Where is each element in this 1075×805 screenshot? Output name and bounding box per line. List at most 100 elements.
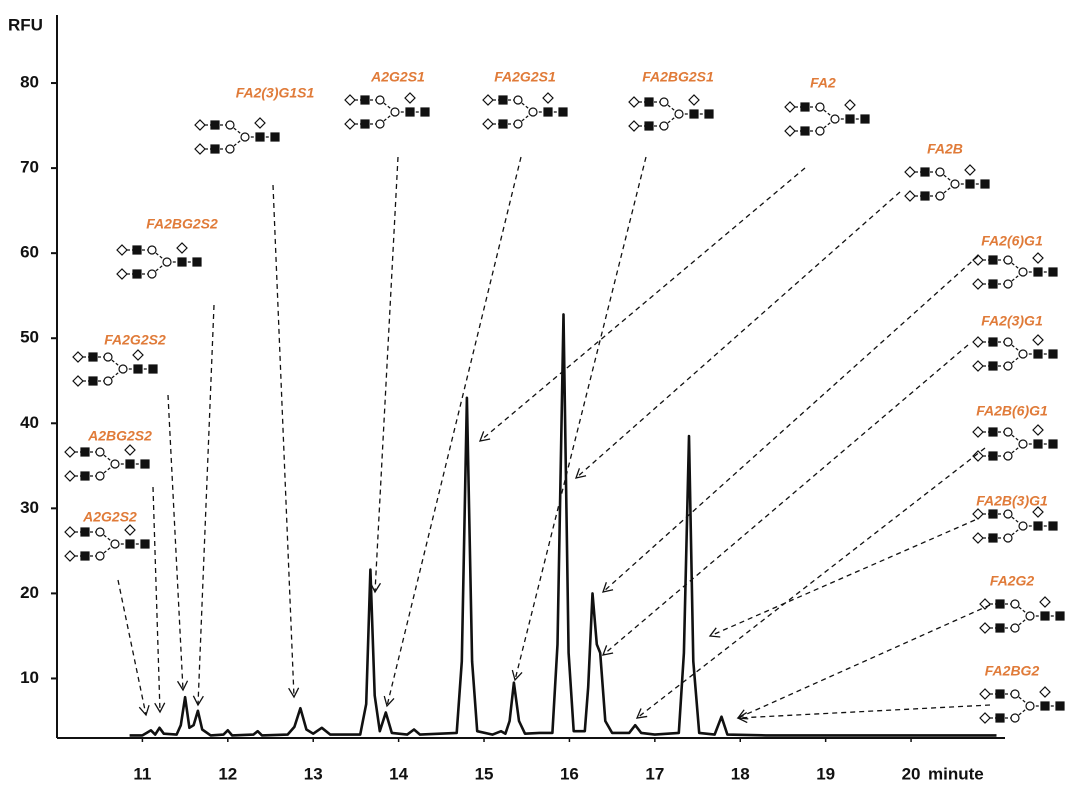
y-tick-label: 60 [20,243,39,262]
glycan-circle [936,168,944,176]
glycan-diamond [980,689,990,699]
glycan-circle [1004,452,1012,460]
annotation-label: FA2G2 [990,573,1035,589]
annotation-label: FA2B(3)G1 [976,493,1048,509]
glycan-square [1049,268,1057,276]
glycan-icon [973,253,1057,289]
y-tick-label: 80 [20,73,39,92]
annotation-arrow [168,395,183,690]
glycan-square [996,690,1004,698]
glycan-circle [951,180,959,188]
glycan-circle [111,460,119,468]
glycan-square [211,121,219,129]
glycan-square [705,110,713,118]
glycan-square [134,365,142,373]
glycan-diamond [483,119,493,129]
glycan-icon [629,95,713,131]
y-tick-label: 70 [20,158,39,177]
glycan-diamond [905,167,915,177]
glycan-circle [104,353,112,361]
glycan-diamond [195,144,205,154]
trace [130,314,997,735]
glycan-circle [1004,256,1012,264]
annotation-label: A2G2S1 [370,69,425,85]
glycan-diamond [1040,597,1050,607]
glycan-square [989,510,997,518]
glycan-icon [785,100,869,136]
glycan-square [989,338,997,346]
glycan-circle [816,127,824,135]
chart: RFU minute 10203040506070801112131415161… [0,0,1075,800]
glycan-diamond [255,118,265,128]
annotation-label: FA2BG2S2 [146,216,218,232]
glycan-diamond [65,527,75,537]
glycan-circle [163,258,171,266]
glycan-icon [65,525,149,561]
glycan-square [499,96,507,104]
x-tick-label: 15 [475,764,494,783]
glycan-square [921,168,929,176]
glycan-circle [1026,612,1034,620]
x-tick-label: 19 [816,764,835,783]
glycan-diamond [117,245,127,255]
glycan-square [981,180,989,188]
glycan-circle [1026,702,1034,710]
glycan-square [1049,522,1057,530]
glycan-square [1034,440,1042,448]
glycan-diamond [689,95,699,105]
glycan-square [149,365,157,373]
glycan-square [126,540,134,548]
glycan-square [921,192,929,200]
glycan-diamond [785,102,795,112]
annotation-arrow [576,192,900,478]
glycan-square [1049,350,1057,358]
glycan-circle [1004,362,1012,370]
annotation-arrow [603,345,968,655]
x-tick-label: 11 [133,764,151,783]
annotation-arrow [603,256,978,592]
y-tick-label: 50 [20,328,39,347]
glycan-icon [65,445,149,481]
glycan-square [801,127,809,135]
x-tick-label: 17 [645,764,664,783]
annotation-label: FA2BG2 [985,663,1040,679]
glycan-circle [1019,268,1027,276]
glycan-circle [104,377,112,385]
glycan-diamond [973,509,983,519]
glycan-diamond [483,95,493,105]
glycan-icon [980,687,1064,723]
glycan-icon [195,118,279,154]
glycan-circle [1011,690,1019,698]
annotation-label: FA2(3)G1S1 [236,85,315,101]
x-tick-label: 16 [560,764,579,783]
annotation-label: FA2 [810,75,836,91]
glycan-icon [117,243,201,279]
annotation-label: FA2B [927,141,963,157]
glycan-square [499,120,507,128]
glycan-square [178,258,186,266]
glycan-square [1041,612,1049,620]
glycan-diamond [177,243,187,253]
glycan-circle [1004,534,1012,542]
glycan-circle [148,270,156,278]
glycan-square [989,534,997,542]
glycan-circle [1011,714,1019,722]
glycan-diamond [133,350,143,360]
glycan-square [361,120,369,128]
glycan-circle [514,96,522,104]
glycan-circle [391,108,399,116]
glycan-diamond [345,119,355,129]
glycan-diamond [117,269,127,279]
glycan-square [989,428,997,436]
annotation-arrow [710,520,975,636]
glycan-square [989,362,997,370]
glycan-square [1056,612,1064,620]
glycan-circle [529,108,537,116]
glycan-square [989,256,997,264]
glycan-circle [119,365,127,373]
glycan-square [846,115,854,123]
y-tick-label: 20 [20,583,39,602]
glycan-circle [675,110,683,118]
glycan-diamond [1033,335,1043,345]
glycan-square [690,110,698,118]
